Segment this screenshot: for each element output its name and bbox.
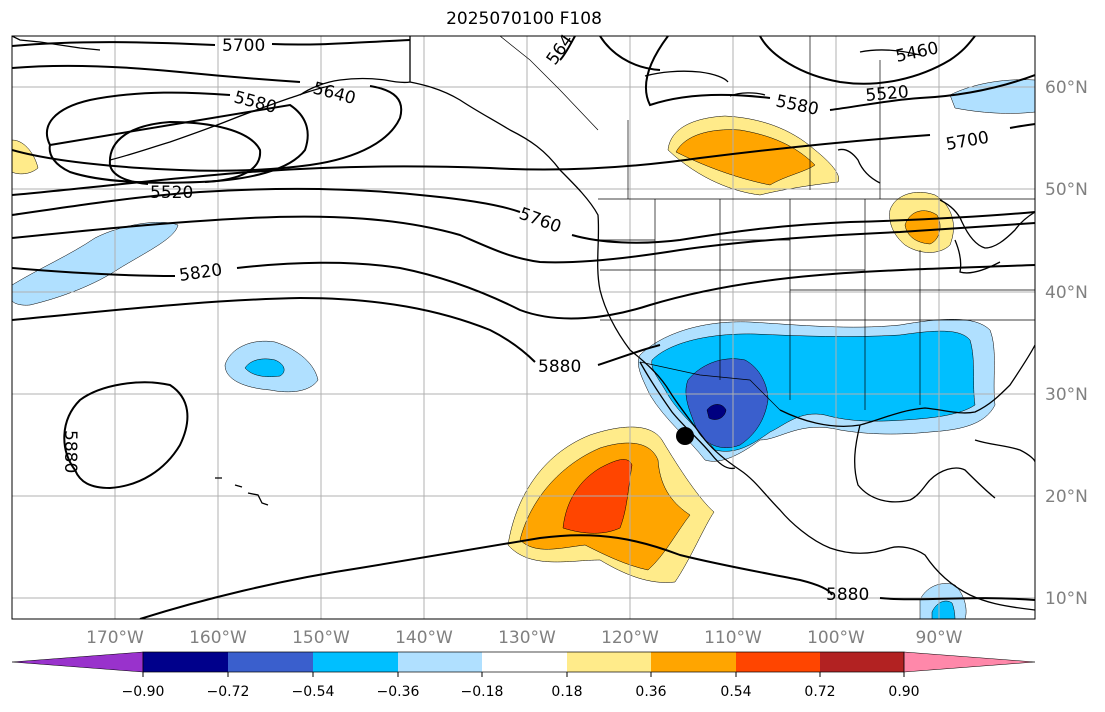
contour-label: 5520	[865, 82, 910, 106]
latitude-labels: 60°N 50°N 40°N 30°N 20°N 10°N	[1045, 78, 1088, 609]
height-contours	[12, 36, 1035, 619]
colorbar-tick-label: 0.54	[720, 684, 751, 700]
lon-label: 140°W	[395, 628, 453, 648]
colorbar-tick-label: 0.72	[804, 684, 835, 700]
colorbar-tick-label: −0.90	[122, 684, 165, 700]
lon-label: 90°W	[916, 628, 963, 648]
colorbar-segment	[143, 652, 228, 672]
colorbar-tick-label: 0.36	[635, 684, 666, 700]
lat-label: 30°N	[1045, 385, 1088, 405]
colorbar-tick-label: 0.18	[551, 684, 582, 700]
negative-anomaly-region	[706, 404, 727, 420]
lat-label: 10°N	[1045, 589, 1088, 609]
contour-label: 5700	[222, 36, 265, 56]
colorbar-tick-label: −0.36	[377, 684, 420, 700]
colorbar-tick-label: −0.18	[461, 684, 504, 700]
lon-label: 110°W	[704, 628, 762, 648]
negative-anomaly-region	[244, 358, 285, 377]
location-marker	[676, 427, 694, 445]
negative-anomaly-region	[12, 222, 179, 306]
coastlines	[12, 36, 1035, 611]
lon-label: 100°W	[807, 628, 865, 648]
colorbar: −0.90 −0.72 −0.54 −0.36 −0.18 0.18 0.36 …	[11, 651, 1036, 700]
colorbar-extend-max	[903, 651, 1036, 673]
colorbar-segment	[736, 652, 820, 672]
lat-label: 50°N	[1045, 180, 1088, 200]
colorbar-segment	[228, 652, 313, 672]
contour-label: 5880	[60, 430, 80, 473]
colorbar-tick-label: −0.54	[292, 684, 335, 700]
anomaly-shading	[12, 79, 1035, 619]
map-frame	[11, 35, 1036, 620]
colorbar-segment	[651, 652, 736, 672]
colorbar-extend-min	[11, 651, 144, 673]
contour-label: 5880	[826, 585, 869, 605]
lon-label: 170°W	[86, 628, 144, 648]
map-area	[12, 36, 1035, 619]
contour-label: 5520	[150, 183, 193, 203]
lon-label: 160°W	[189, 628, 247, 648]
colorbar-tick-label: −0.72	[207, 684, 250, 700]
colorbar-segment	[567, 652, 651, 672]
colorbar-segment	[820, 652, 904, 672]
colorbar-tick-label: 0.90	[888, 684, 919, 700]
colorbar-segment	[398, 652, 482, 672]
lat-label: 60°N	[1045, 78, 1088, 98]
longitude-labels: 170°W 160°W 150°W 140°W 130°W 120°W 110°…	[86, 628, 963, 648]
lat-label: 20°N	[1045, 487, 1088, 507]
lon-label: 120°W	[601, 628, 659, 648]
colorbar-segment	[313, 652, 398, 672]
lon-label: 150°W	[292, 628, 350, 648]
colorbar-segment	[482, 652, 567, 672]
map-title: 2025070100 F108	[446, 9, 602, 29]
positive-anomaly-region	[12, 139, 39, 175]
positive-anomaly-region	[675, 129, 816, 186]
lat-label: 40°N	[1045, 283, 1088, 303]
contour-label: 5880	[538, 357, 581, 377]
lon-label: 130°W	[498, 628, 556, 648]
